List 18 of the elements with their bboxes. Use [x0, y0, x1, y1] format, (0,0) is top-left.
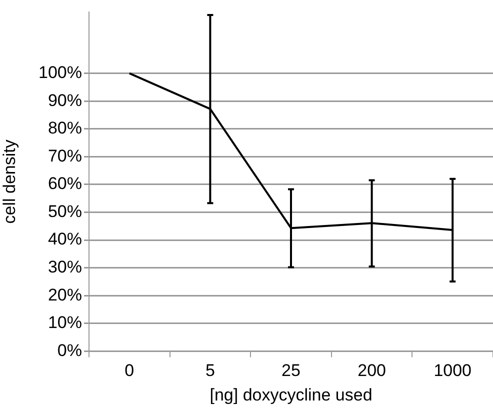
y-tick-label: 90% [48, 90, 82, 110]
y-tick-label: 10% [48, 313, 82, 332]
y-tick-label: 50% [48, 202, 82, 221]
y-tick-label: 70% [48, 146, 82, 166]
y-tick-label: 80% [48, 118, 82, 138]
y-tick-label: 20% [48, 285, 82, 304]
x-tick-label: 0 [124, 361, 134, 380]
y-tick-label: 60% [48, 174, 82, 194]
x-tick-label: 1000 [434, 361, 472, 380]
y-tick-label: 0% [57, 340, 82, 360]
y-tick-label: 100% [38, 63, 82, 82]
y-axis-title: cell density [0, 139, 19, 224]
y-tick-label: 30% [48, 258, 82, 277]
y-tick-label: 40% [48, 230, 82, 249]
x-axis-title: [ng] doxycycline used [210, 385, 372, 404]
x-tick-label: 200 [358, 361, 386, 380]
x-tick-label: 25 [282, 361, 300, 380]
x-tick-label: 5 [205, 361, 215, 380]
